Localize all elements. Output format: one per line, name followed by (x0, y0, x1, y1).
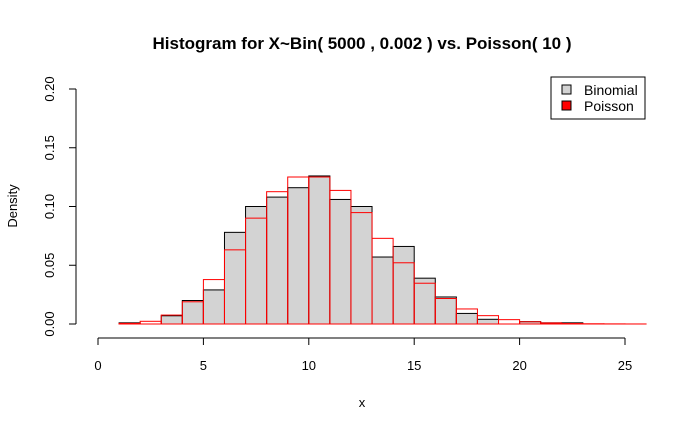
binomial-bar (182, 301, 203, 325)
y-tick-label: 0.20 (42, 76, 57, 101)
legend: Binomial Poisson (551, 77, 645, 119)
binomial-bar (435, 297, 456, 324)
y-tick-label: 0.15 (42, 135, 57, 160)
x-tick-label: 25 (618, 358, 632, 373)
chart-title: Histogram for X~Bin( 5000 , 0.002 ) vs. … (152, 34, 571, 53)
y-axis: 0.00 0.05 0.10 0.15 0.20 (42, 76, 76, 336)
binomial-bar (161, 316, 182, 324)
binomial-bar (267, 197, 288, 324)
x-tick-label: 10 (302, 358, 316, 373)
binomial-bar (414, 278, 435, 324)
binomial-bar (246, 207, 267, 325)
x-tick-label: 15 (407, 358, 421, 373)
binomial-bar (203, 290, 224, 324)
poisson-step (119, 323, 140, 324)
x-tick-label: 5 (200, 358, 207, 373)
binomial-bar (224, 232, 245, 324)
binomial-bar (288, 188, 309, 324)
binomial-bar (351, 207, 372, 325)
binomial-bar (330, 199, 351, 324)
legend-swatch-poisson (562, 101, 571, 110)
x-axis: 0 5 10 15 20 25 (94, 338, 632, 373)
legend-label-binomial: Binomial (584, 82, 638, 98)
binomial-bar (456, 313, 477, 324)
legend-swatch-binomial (562, 85, 571, 94)
y-tick-label: 0.10 (42, 194, 57, 219)
x-tick-label: 0 (94, 358, 101, 373)
y-tick-label: 0.00 (42, 311, 57, 336)
poisson-step (140, 321, 161, 324)
binomial-bar (477, 319, 498, 324)
binomial-bar (309, 176, 330, 324)
binomial-bar (372, 257, 393, 324)
x-tick-label: 20 (512, 358, 526, 373)
y-tick-label: 0.05 (42, 253, 57, 278)
binomial-bar (393, 246, 414, 324)
y-axis-label: Density (5, 184, 20, 228)
poisson-step (499, 320, 520, 324)
x-axis-label: x (359, 395, 366, 410)
legend-label-poisson: Poisson (584, 98, 634, 114)
